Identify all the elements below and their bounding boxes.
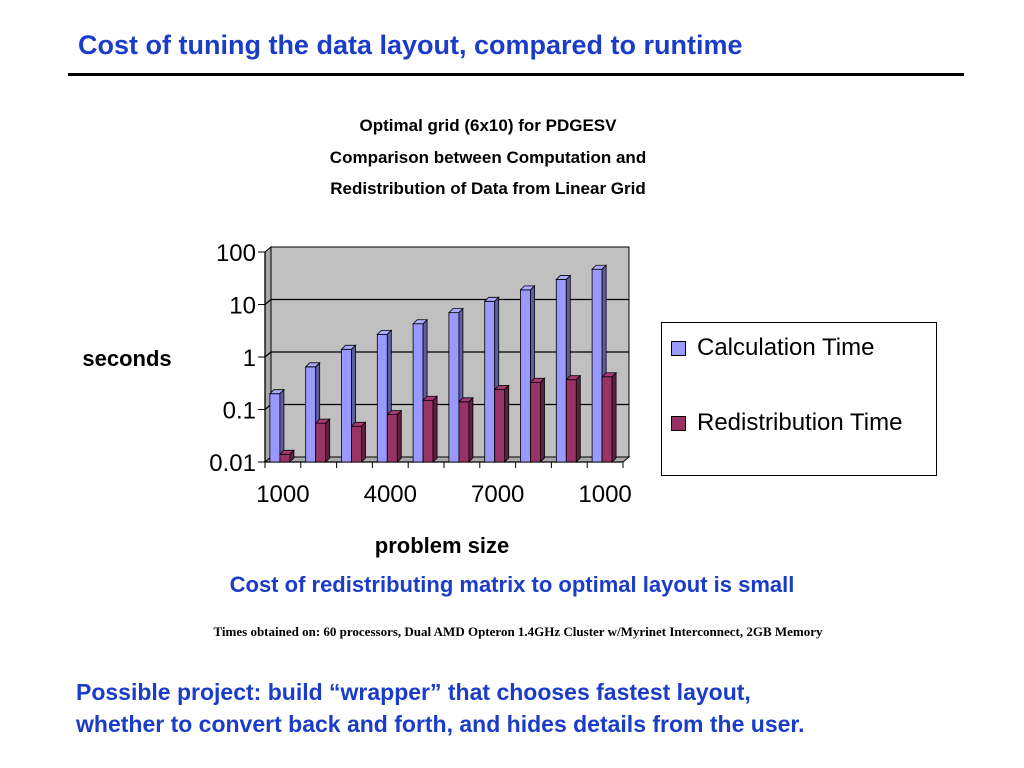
chart-title: Optimal grid (6x10) for PDGESV Compariso… bbox=[248, 110, 728, 205]
bar-redistribution bbox=[530, 381, 541, 463]
project-line-2: whether to convert back and forth, and h… bbox=[76, 711, 805, 737]
gridline bbox=[264, 298, 629, 305]
bar-side bbox=[432, 395, 438, 463]
x-tick-label: 7000 bbox=[471, 481, 524, 508]
y-axis-title: seconds bbox=[82, 346, 171, 371]
gridline bbox=[264, 351, 629, 358]
legend-label-calculation: Calculation Time bbox=[697, 334, 875, 361]
bar-side bbox=[325, 418, 331, 463]
y-tick-label: 10 bbox=[229, 293, 256, 320]
y-tick-label: 100 bbox=[216, 240, 256, 267]
bar-side bbox=[468, 396, 474, 463]
bar-side bbox=[575, 374, 581, 463]
bar-side bbox=[540, 377, 545, 463]
legend-label-redistribution: Redistribution Time bbox=[697, 409, 903, 436]
bar-side bbox=[504, 384, 510, 463]
x-axis-title: problem size bbox=[375, 533, 509, 558]
x-tick-label: 4000 bbox=[364, 481, 417, 508]
project-suggestion: Possible project: build “wrapper” that c… bbox=[76, 676, 996, 740]
bar-calculation bbox=[591, 268, 603, 463]
slide-title: Cost of tuning the data layout, compared… bbox=[78, 30, 743, 60]
project-line-1: Possible project: build “wrapper” that c… bbox=[76, 679, 751, 705]
chart-title-line-2: Comparison between Computation and bbox=[329, 147, 647, 167]
y-tick-label: 0.1 bbox=[223, 398, 256, 425]
bar-redistribution bbox=[422, 399, 434, 463]
legend-swatch-calculation bbox=[671, 341, 686, 356]
hardware-note: Times obtained on: 60 processors, Dual A… bbox=[213, 624, 823, 639]
bar-redistribution bbox=[386, 414, 398, 463]
bar-side bbox=[396, 409, 402, 463]
bar-redistribution bbox=[601, 376, 613, 463]
bar-calculation bbox=[520, 289, 531, 463]
bar-calculation bbox=[448, 312, 460, 463]
bar-side bbox=[289, 449, 295, 463]
y-tick-label: 1 bbox=[243, 345, 256, 372]
bar-calculation bbox=[484, 300, 496, 463]
chart-legend: Calculation Time Redistribution Time bbox=[661, 322, 937, 476]
chart-title-line-3: Redistribution of Data from Linear Grid bbox=[330, 179, 646, 198]
bar-calculation bbox=[376, 333, 388, 463]
legend-swatch-redistribution bbox=[671, 416, 686, 431]
bar-redistribution bbox=[351, 425, 362, 463]
bar-redistribution bbox=[458, 401, 470, 463]
conclusion-text: Cost of redistributing matrix to optimal… bbox=[229, 572, 795, 597]
title-divider bbox=[68, 73, 964, 76]
bar-redistribution bbox=[279, 453, 291, 463]
bar-calculation bbox=[555, 279, 567, 463]
bar-calculation bbox=[412, 323, 424, 463]
bar-calculation bbox=[269, 393, 281, 463]
x-tick-label: 1000 bbox=[578, 481, 631, 508]
bar-calculation bbox=[305, 366, 317, 463]
bar-redistribution bbox=[494, 389, 506, 463]
chart-title-line-1: Optimal grid (6x10) for PDGESV bbox=[359, 116, 617, 135]
bar-redistribution bbox=[565, 379, 577, 463]
bar-redistribution bbox=[315, 422, 327, 463]
bar-side bbox=[611, 371, 617, 463]
bar-side bbox=[361, 421, 366, 463]
y-tick-label: 0.01 bbox=[209, 450, 256, 477]
bar-calculation bbox=[341, 348, 352, 463]
x-tick-label: 1000 bbox=[256, 481, 309, 508]
